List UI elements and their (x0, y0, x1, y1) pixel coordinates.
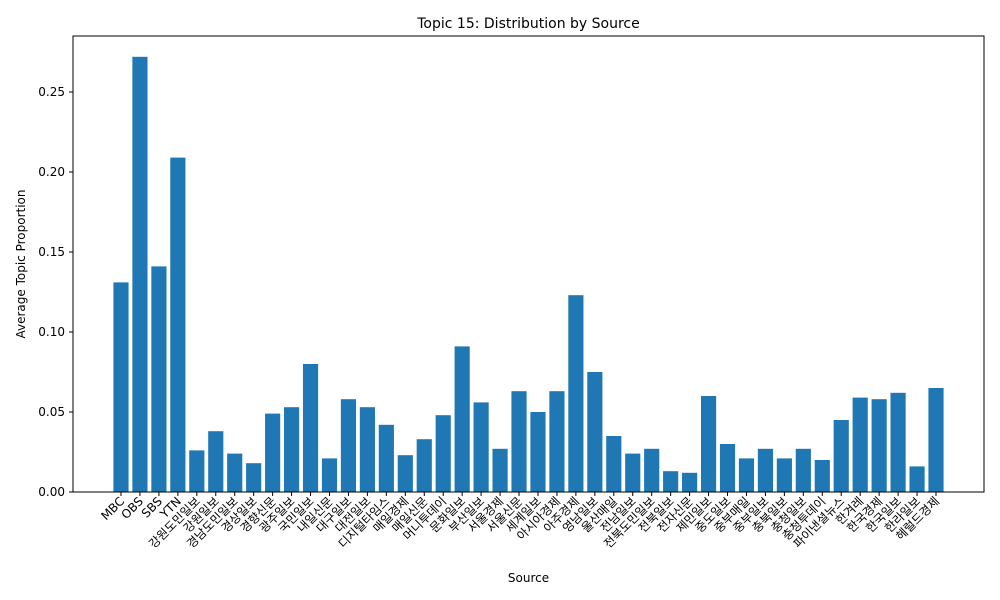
bar-26 (606, 436, 622, 492)
bar-22 (530, 412, 546, 492)
bar-11 (321, 458, 338, 492)
bar-13 (359, 407, 375, 492)
bar-25 (587, 372, 603, 492)
bar-30 (682, 472, 698, 492)
x-axis-label: Source (508, 571, 549, 585)
bar-12 (340, 399, 357, 492)
y-tick-label: 0.00 (38, 485, 65, 499)
y-tick-label: 0.25 (38, 85, 65, 99)
bar-2 (151, 266, 167, 492)
bar-31 (700, 396, 717, 492)
bar-17 (435, 415, 451, 492)
y-axis: 0.00 0.05 0.10 0.15 0.20 0.25 (38, 85, 73, 499)
y-tick-label: 0.15 (38, 245, 65, 259)
bar-0 (113, 282, 129, 492)
bar-37 (814, 460, 830, 492)
y-tick-label: 0.20 (38, 165, 65, 179)
y-axis-label: Average Topic Proportion (14, 189, 28, 338)
bar-36 (795, 448, 811, 492)
bar-29 (663, 471, 679, 492)
bar-27 (625, 453, 641, 492)
bar-41 (890, 392, 906, 492)
plot-frame (72, 35, 985, 493)
bar-3 (170, 157, 186, 492)
bar-40 (871, 399, 887, 492)
bar-20 (492, 448, 508, 492)
chart-title: Topic 15: Distribution by Source (416, 16, 639, 32)
bar-28 (644, 448, 660, 492)
bar-38 (833, 420, 849, 492)
bar-33 (738, 458, 755, 492)
bar-16 (416, 439, 432, 492)
bar-18 (454, 346, 470, 492)
bar-7 (246, 463, 262, 492)
bars-group (113, 56, 944, 493)
bar-35 (776, 458, 792, 492)
bar-39 (852, 397, 868, 492)
bar-5 (208, 431, 224, 492)
bar-9 (284, 407, 300, 492)
bar-32 (719, 444, 736, 492)
bar-14 (378, 424, 394, 492)
bar-24 (568, 295, 584, 492)
bar-19 (473, 402, 489, 492)
bar-15 (397, 455, 413, 492)
bar-4 (189, 450, 205, 492)
bar-21 (511, 391, 527, 492)
bar-8 (265, 413, 281, 492)
bar-10 (302, 364, 319, 492)
bar-34 (757, 448, 773, 492)
bar-23 (549, 391, 565, 492)
bar-6 (227, 453, 243, 492)
y-tick-label: 0.10 (38, 325, 65, 339)
bar-1 (132, 56, 148, 493)
bar-42 (909, 466, 925, 492)
y-tick-label: 0.05 (38, 405, 65, 419)
bar-43 (928, 388, 944, 492)
